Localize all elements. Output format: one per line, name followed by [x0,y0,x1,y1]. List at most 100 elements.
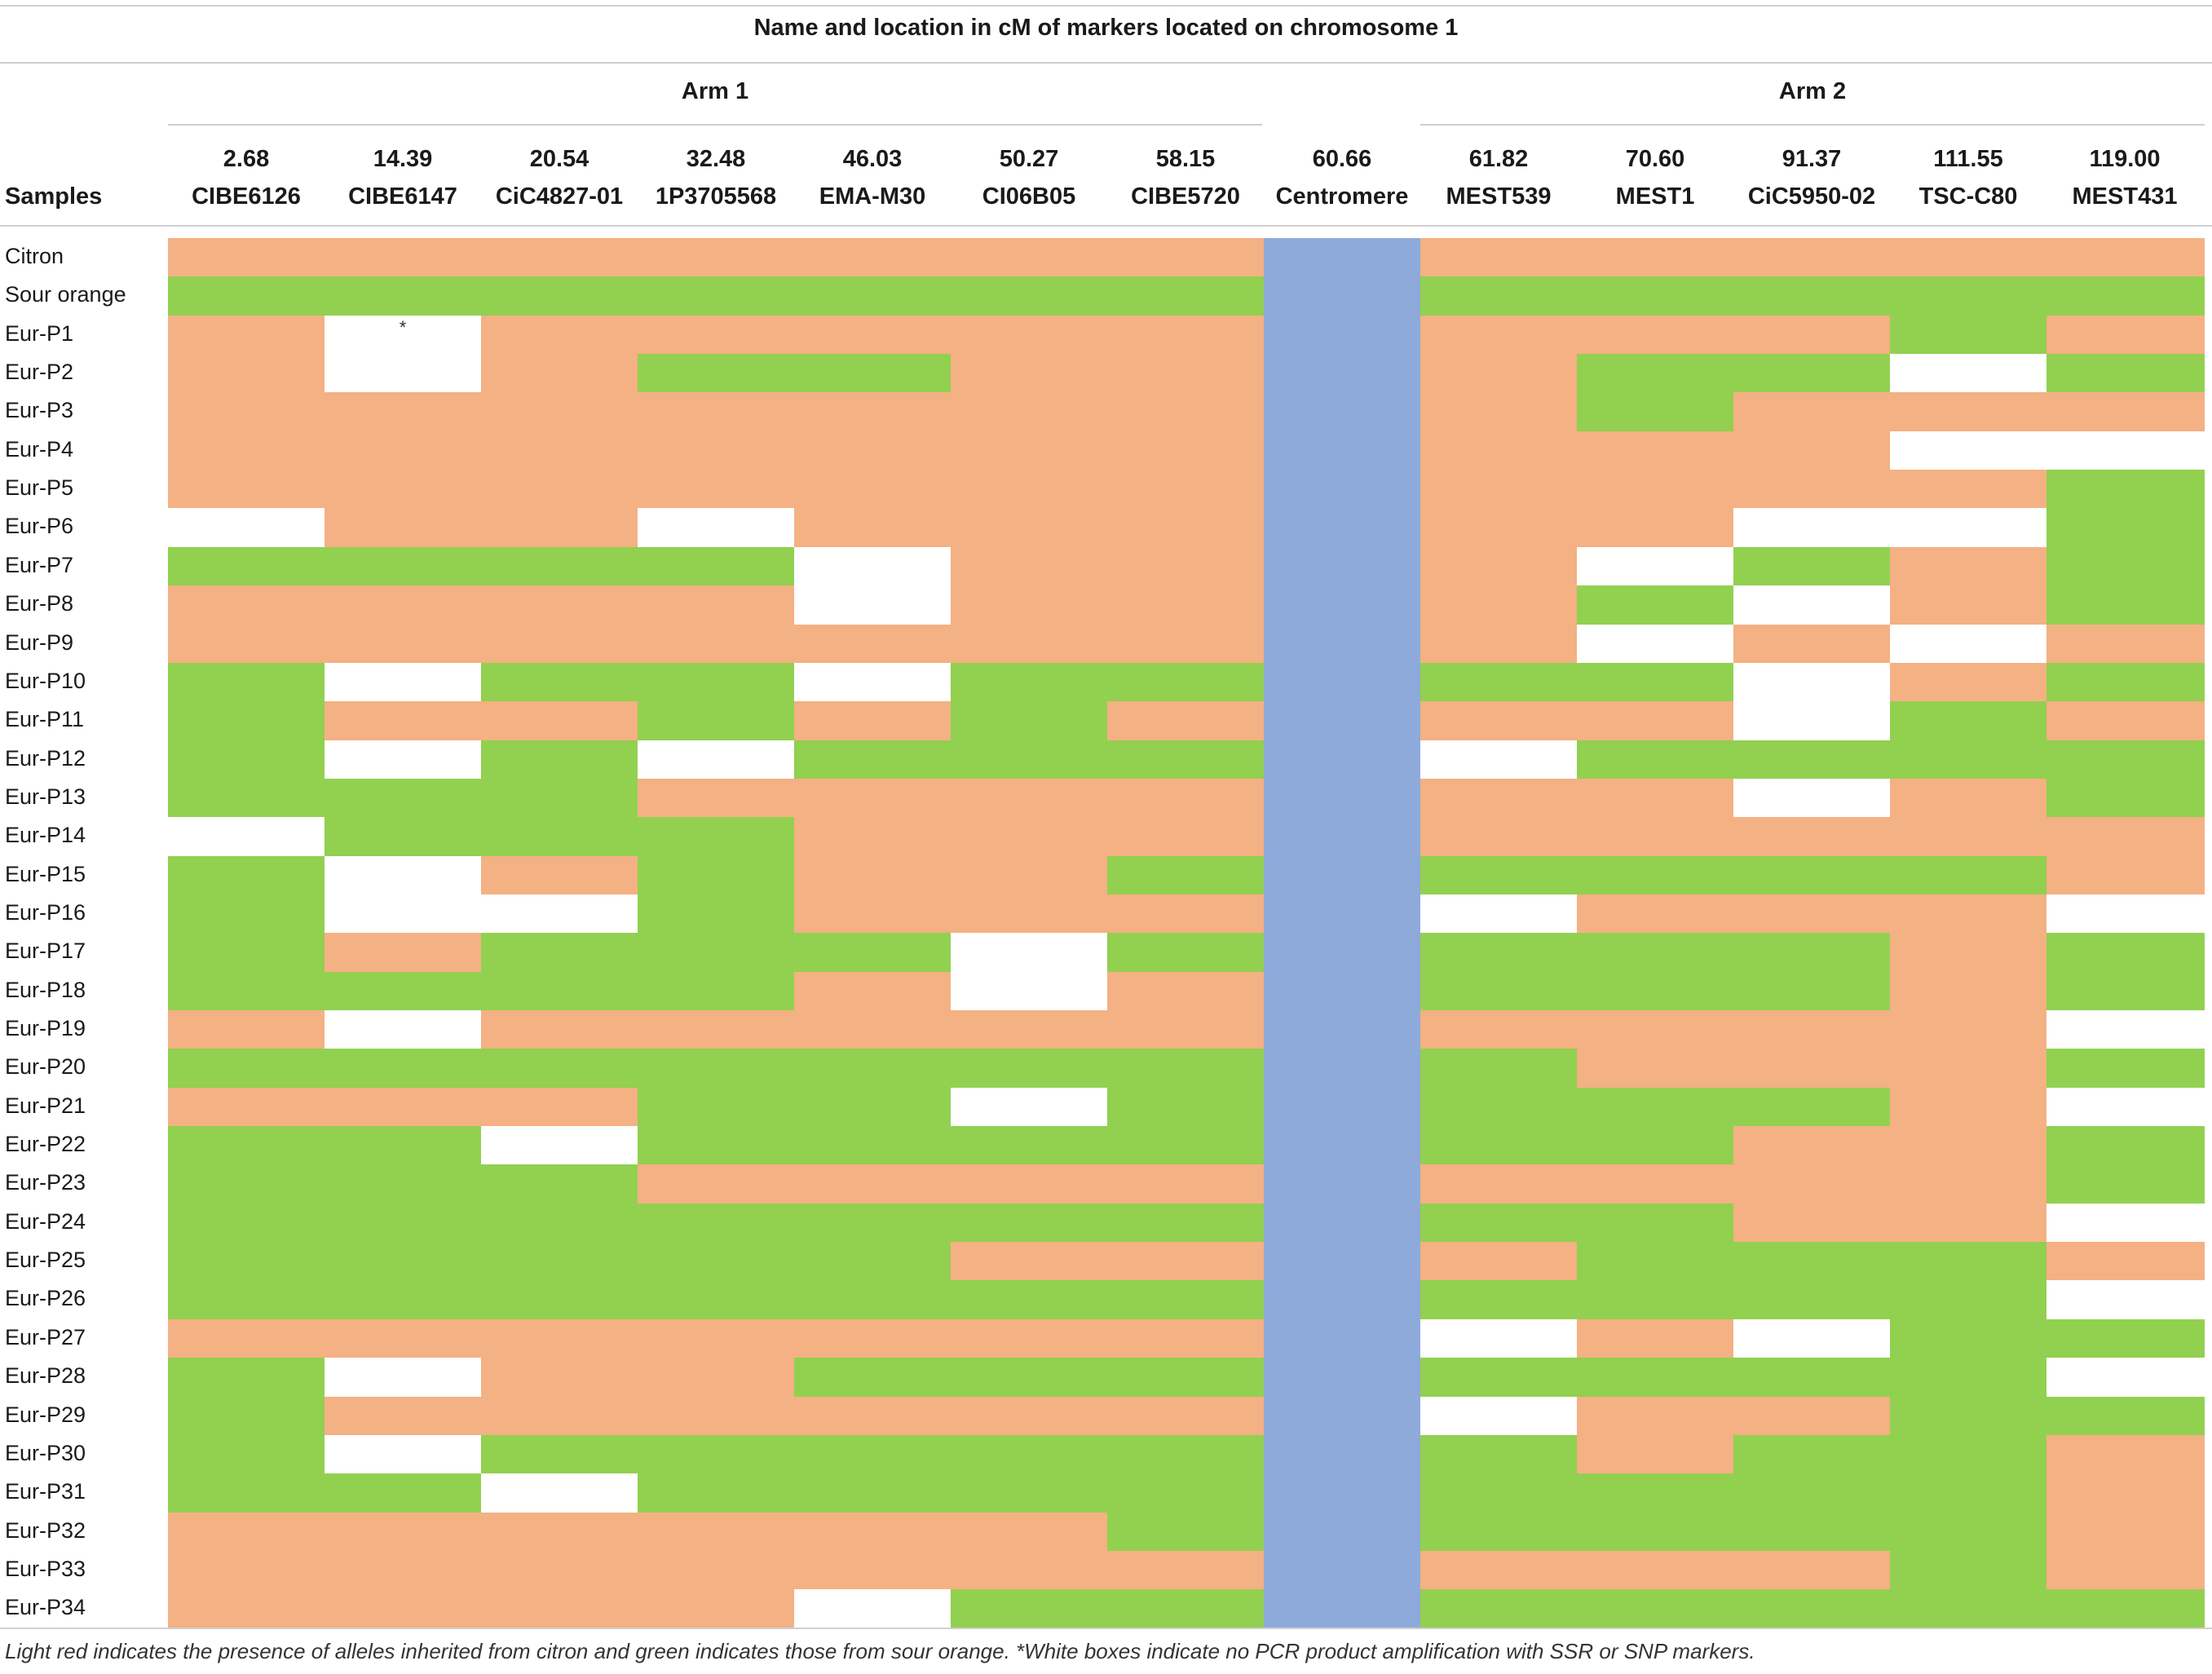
genotype-cell [325,1010,481,1049]
genotype-cell [794,1204,951,1242]
genotype-cell [1577,508,1733,547]
genotype-cell [951,1088,1107,1126]
arm-1-rule [168,124,1262,126]
genotype-cell [325,1319,481,1358]
genotype-cell [1420,1242,1577,1280]
genotype-cell [1733,1473,1890,1513]
genotype-cell [481,1551,638,1589]
genotype-cell [1890,701,2046,740]
genotype-cell [168,1319,325,1358]
genotype-cell [951,431,1107,470]
genotype-cell [1107,1204,1264,1242]
genotype-cell [325,701,481,740]
genotype-cell [1890,625,2046,663]
marker-header: 2.68 CIBE6126 [168,140,325,215]
genotype-cell [2046,316,2205,354]
genotype-cell [1890,779,2046,817]
genotype-cell [1107,663,1264,701]
marker-name: 1P3705568 [655,183,777,210]
genotype-cell [1107,316,1264,354]
genotype-cell [2046,431,2205,470]
genotype-cell [325,625,481,663]
genotype-cell [951,933,1107,972]
genotype-cell [1577,431,1733,470]
genotype-cell [1107,1126,1264,1164]
genotype-cell [168,1242,325,1280]
genotype-cell [1733,1551,1890,1589]
arm-1-label: Arm 1 [681,78,749,104]
genotype-cell [1420,1010,1577,1049]
genotype-cell [1733,1397,1890,1435]
genotype-cell [1733,547,1890,585]
genotype-cell [168,894,325,933]
marker-position: 58.15 [1155,146,1216,172]
genotype-cell [638,276,794,316]
marker-position: 14.39 [373,146,433,172]
genotype-cell [1107,1242,1264,1280]
genotype-cell [794,1088,951,1126]
genotype-cell [2046,238,2205,276]
genotype-cell [638,1551,794,1589]
genotype-cell [325,779,481,817]
genotype-cell [1420,1435,1577,1473]
genotype-cell [168,701,325,740]
genotype-cell [481,276,638,316]
genotype-cell [1107,1435,1264,1473]
marker-position: 111.55 [1933,146,2003,172]
genotype-cell [168,933,325,972]
marker-name: MEST539 [1446,183,1552,210]
genotype-cell [325,238,481,276]
genotype-cell [1733,238,1890,276]
genotype-cell [481,701,638,740]
genotype-cell [1890,1049,2046,1088]
genotype-cell [1420,1126,1577,1164]
genotype-cell [1733,972,1890,1010]
genotype-cell [481,1126,638,1164]
genotype-cell [1107,1319,1264,1358]
genotype-cell [794,1435,951,1473]
genotype-cell [325,1473,481,1513]
genotype-cell [2046,1088,2205,1126]
genotype-cell [951,1358,1107,1397]
genotype-cell [481,1435,638,1473]
genotype-cell [638,431,794,470]
genotype-cell [1107,1551,1264,1589]
genotype-cell [1733,1242,1890,1280]
marker-name: CiC5950-02 [1747,183,1876,210]
genotype-cell [951,508,1107,547]
genotype-cell [1733,894,1890,933]
marker-position: 61.82 [1468,146,1529,172]
genotype-cell [168,817,325,856]
genotype-cell [1107,779,1264,817]
genotype-cell [168,316,325,354]
genotype-cell [638,1397,794,1435]
genotype-cell [794,392,951,431]
genotype-cell [638,1088,794,1126]
marker-position: 46.03 [842,146,903,172]
genotype-cell [325,663,481,701]
genotype-cell [951,740,1107,779]
sample-label: Eur-P12 [5,746,86,771]
genotype-cell [481,470,638,508]
genotype-cell [1107,1010,1264,1049]
genotype-cell [1733,1358,1890,1397]
sample-label: Eur-P18 [5,978,86,1002]
genotype-cell [951,663,1107,701]
genotype-cell [1420,972,1577,1010]
sample-label: Eur-P22 [5,1132,86,1156]
genotype-cell [1420,779,1577,817]
sample-label: Eur-P24 [5,1209,86,1234]
genotype-cell [1577,1088,1733,1126]
genotype-cell [1420,1397,1577,1435]
genotype-cell [638,1435,794,1473]
genotype-cell [2046,779,2205,817]
genotype-cell [1890,1204,2046,1242]
genotype-cell [2046,508,2205,547]
marker-header: 46.03 EMA-M30 [794,140,951,215]
genotype-cell [951,1473,1107,1513]
genotype-cell [2046,701,2205,740]
marker-header: 50.27 CI06B05 [951,140,1107,215]
genotype-cell [168,1280,325,1319]
genotype-cell [2046,1358,2205,1397]
sample-label: Eur-P6 [5,514,74,538]
